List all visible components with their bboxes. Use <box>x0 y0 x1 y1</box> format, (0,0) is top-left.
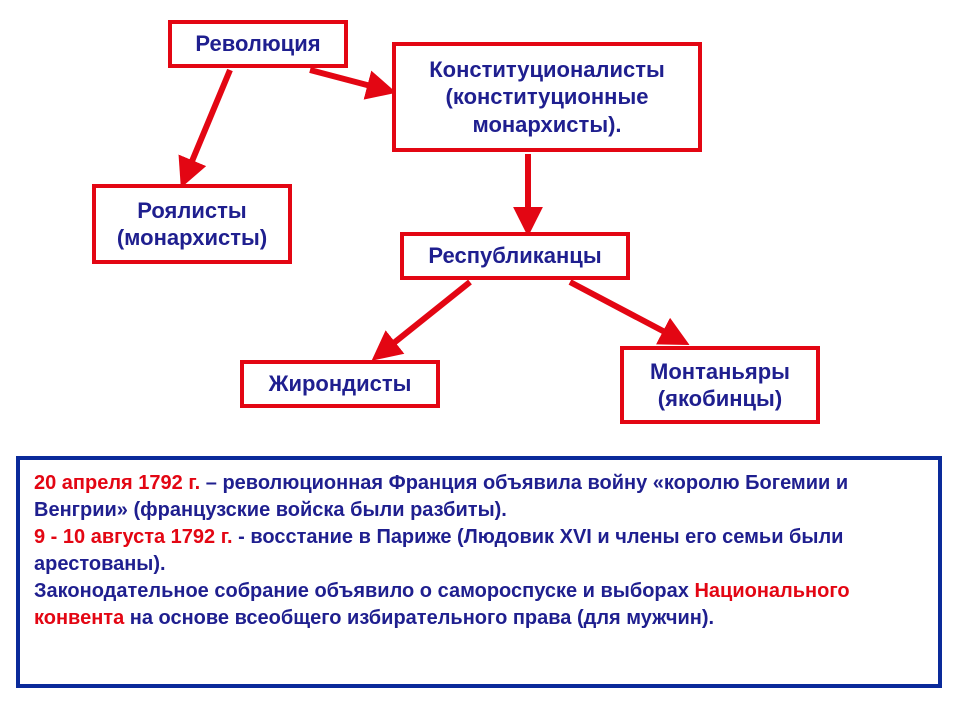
edge-republicans-montagnards <box>570 282 680 340</box>
caption-fragment: на основе всеобщего избирательного права… <box>130 607 714 629</box>
node-girondists: Жирондисты <box>240 360 440 408</box>
node-royalists: Роялисты (монархисты) <box>92 184 292 264</box>
caption-box: 20 апреля 1792 г. – революционная Франци… <box>16 456 942 688</box>
node-revolution: Революция <box>168 20 348 68</box>
node-constitutionalists-line1: Конституционалисты <box>429 56 665 84</box>
node-montagnards: Монтаньяры (якобинцы) <box>620 346 820 424</box>
node-royalists-line2: (монархисты) <box>117 224 267 252</box>
node-republicans: Республиканцы <box>400 232 630 280</box>
caption-fragment: Законодательное собрание объявило о само… <box>34 580 694 602</box>
edge-republicans-girondists <box>380 282 470 354</box>
node-montagnards-line1: Монтаньяры <box>650 358 790 386</box>
node-girondists-label: Жирондисты <box>269 370 412 398</box>
node-montagnards-line2: (якобинцы) <box>650 385 790 413</box>
edge-revolution-constitutionalists <box>310 70 386 90</box>
node-royalists-line1: Роялисты <box>117 197 267 225</box>
caption-fragment: 20 апреля 1792 г. <box>34 472 200 494</box>
node-constitutionalists-line3: монархисты). <box>429 111 665 139</box>
node-constitutionalists: Конституционалисты (конституционные мона… <box>392 42 702 152</box>
node-constitutionalists-line2: (конституционные <box>429 83 665 111</box>
caption-fragment: 9 - 10 августа 1792 г. <box>34 526 233 548</box>
node-republicans-label: Республиканцы <box>428 242 601 270</box>
edge-revolution-royalists <box>185 70 230 178</box>
node-revolution-label: Революция <box>195 30 320 58</box>
